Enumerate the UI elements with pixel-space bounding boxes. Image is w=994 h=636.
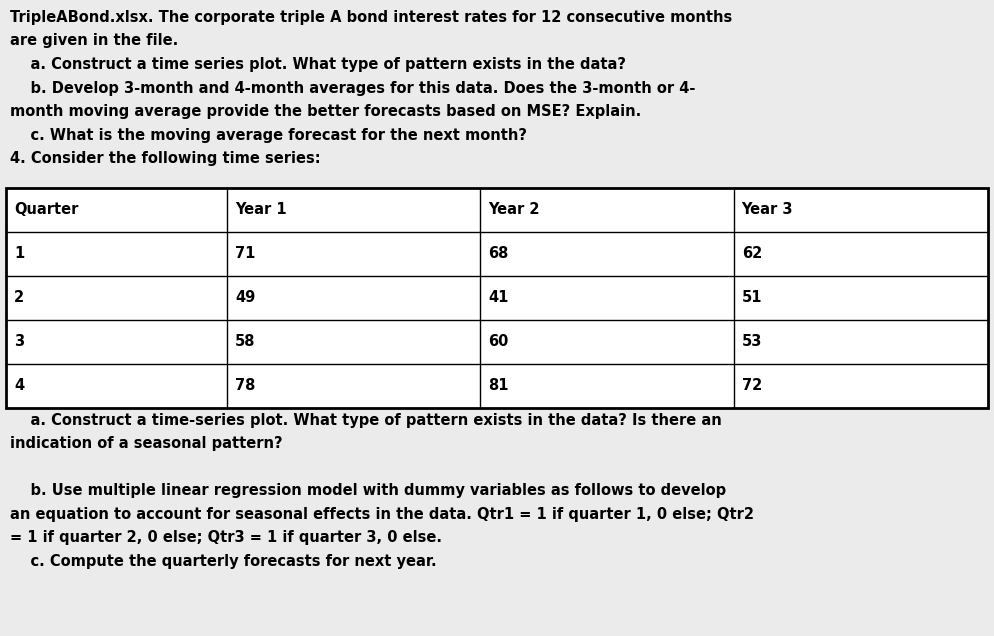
Text: 58: 58: [235, 334, 255, 349]
Text: = 1 if quarter 2, 0 else; Qtr3 = 1 if quarter 3, 0 else.: = 1 if quarter 2, 0 else; Qtr3 = 1 if qu…: [10, 530, 442, 545]
Bar: [6, 188, 988, 408]
Text: b. Use multiple linear regression model with dummy variables as follows to devel: b. Use multiple linear regression model …: [10, 483, 727, 498]
Text: 62: 62: [742, 246, 762, 261]
Text: month moving average provide the better forecasts based on MSE? Explain.: month moving average provide the better …: [10, 104, 641, 119]
Text: 72: 72: [742, 378, 762, 393]
Text: 4: 4: [14, 378, 24, 393]
Text: 53: 53: [742, 334, 762, 349]
Text: Quarter: Quarter: [14, 202, 79, 217]
Text: an equation to account for seasonal effects in the data. Qtr1 = 1 if quarter 1, : an equation to account for seasonal effe…: [10, 506, 754, 522]
Text: Year 2: Year 2: [488, 202, 540, 217]
Text: 41: 41: [488, 290, 509, 305]
Text: 1: 1: [14, 246, 24, 261]
Text: a. Construct a time series plot. What type of pattern exists in the data?: a. Construct a time series plot. What ty…: [10, 57, 626, 72]
Text: 68: 68: [488, 246, 509, 261]
Text: 81: 81: [488, 378, 509, 393]
Text: 51: 51: [742, 290, 762, 305]
Text: a. Construct a time-series plot. What type of pattern exists in the data? Is the: a. Construct a time-series plot. What ty…: [10, 413, 722, 427]
Text: 4. Consider the following time series:: 4. Consider the following time series:: [10, 151, 321, 166]
Text: Year 3: Year 3: [742, 202, 793, 217]
Text: 3: 3: [14, 334, 24, 349]
Text: indication of a seasonal pattern?: indication of a seasonal pattern?: [10, 436, 282, 451]
Text: b. Develop 3-month and 4-month averages for this data. Does the 3-month or 4-: b. Develop 3-month and 4-month averages …: [10, 81, 696, 95]
Text: are given in the file.: are given in the file.: [10, 34, 178, 48]
Text: c. Compute the quarterly forecasts for next year.: c. Compute the quarterly forecasts for n…: [10, 553, 436, 569]
Text: 49: 49: [235, 290, 255, 305]
Text: 2: 2: [14, 290, 24, 305]
Text: 71: 71: [235, 246, 255, 261]
Text: 60: 60: [488, 334, 509, 349]
Text: TripleABond.xlsx. The corporate triple A bond interest rates for 12 consecutive : TripleABond.xlsx. The corporate triple A…: [10, 10, 733, 25]
Text: 78: 78: [235, 378, 255, 393]
Text: c. What is the moving average forecast for the next month?: c. What is the moving average forecast f…: [10, 127, 527, 142]
Text: Year 1: Year 1: [235, 202, 286, 217]
